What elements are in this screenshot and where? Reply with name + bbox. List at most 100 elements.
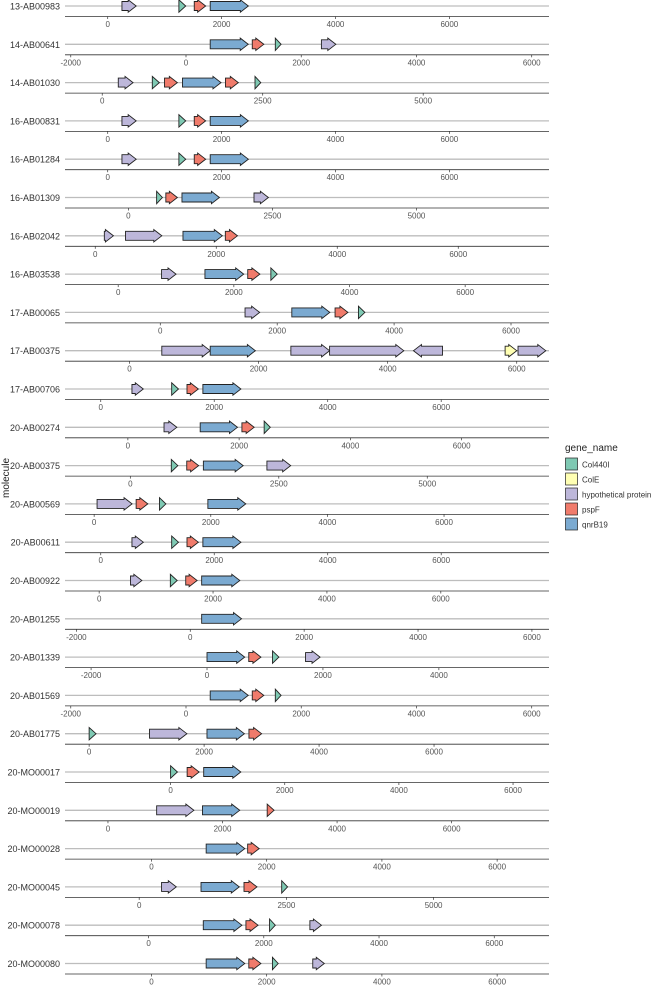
molecule-label: 17-AB00706 <box>10 385 60 395</box>
gene-arrow-qnrb19 <box>200 879 241 895</box>
x-tick-label: 0 <box>97 595 102 604</box>
molecule-row: 20-MO00078 0 2000 4000 6000 <box>7 917 549 948</box>
x-tick-label: 4000 <box>327 135 345 144</box>
x-tick-label: 0 <box>188 633 193 642</box>
gene-arrow-qnrb19 <box>206 726 246 741</box>
molecule-label: 20-MO00078 <box>7 921 60 931</box>
gene-arrow-hypothetical-protein <box>290 343 331 358</box>
gene-arrow-col440i <box>254 75 262 90</box>
gene-arrow-pspf <box>248 956 262 971</box>
x-tick-label: 6000 <box>456 288 474 297</box>
x-tick-label: 4000 <box>318 595 336 604</box>
gene-arrow-pspf <box>248 726 263 741</box>
x-tick-label: 6000 <box>523 58 541 67</box>
x-tick-label: 0 <box>205 671 210 680</box>
molecule-row: 16-AB03538 0 2000 4000 6000 <box>10 266 549 297</box>
x-tick-label: 2000 <box>314 671 332 680</box>
gene-arrow-hypothetical-protein <box>161 343 211 358</box>
x-tick-label: 4000 <box>390 786 408 795</box>
legend-swatch <box>565 517 578 531</box>
x-tick-label: 6000 <box>502 326 520 335</box>
legend-swatch <box>565 472 578 486</box>
x-tick-label: 4000 <box>341 288 359 297</box>
molecule-label: 16-AB01284 <box>10 155 60 165</box>
gene-arrow-col440i <box>271 956 279 971</box>
gene-arrow-qnrb19 <box>202 803 241 818</box>
molecule-row: 20-AB01255 -2000 0 2000 4000 6000 <box>10 611 549 642</box>
gene-arrow-qnrb19 <box>204 266 245 282</box>
legend-label: ColE <box>582 476 599 485</box>
x-tick-label: 4000 <box>328 250 346 259</box>
x-tick-label: 6000 <box>440 173 458 182</box>
x-tick-label: 6000 <box>432 595 450 604</box>
legend-swatch <box>565 457 578 471</box>
x-tick-label: 2000 <box>292 709 310 718</box>
molecule-label: 17-AB00065 <box>10 308 60 318</box>
x-tick-label: 0 <box>149 978 154 987</box>
gene-arrow-qnrb19 <box>206 649 246 665</box>
x-tick-label: 4000 <box>379 365 397 374</box>
molecule-row: 20-MO00045 0 2500 5000 <box>7 879 549 910</box>
gene-arrow-cole <box>504 343 518 358</box>
molecule-label: 20-AB00922 <box>10 576 60 586</box>
gene-arrow-col440i <box>274 36 282 52</box>
legend-title: gene_name <box>565 443 618 454</box>
x-tick-label: 6000 <box>485 939 503 948</box>
x-tick-label: 0 <box>105 20 110 29</box>
x-tick-label: 2000 <box>202 518 220 527</box>
gene-arrow-qnrb19 <box>205 841 246 856</box>
x-tick-label: 4000 <box>319 518 337 527</box>
x-tick-label: 0 <box>168 786 173 795</box>
legend-label: qnrB19 <box>582 521 608 530</box>
x-tick-label: 2500 <box>270 480 288 489</box>
x-tick-label: 2000 <box>205 403 223 412</box>
molecule-label: 20-AB01775 <box>10 729 60 739</box>
x-tick-label: -2000 <box>66 633 87 642</box>
x-tick-label: 5000 <box>425 901 443 910</box>
x-tick-label: 0 <box>126 441 131 450</box>
x-tick-label: 6000 <box>488 863 506 872</box>
molecule-row: 20-AB01775 0 2000 4000 6000 <box>10 726 549 757</box>
x-tick-label: -2000 <box>81 671 102 680</box>
gene-arrow-pspf <box>186 381 200 397</box>
gene-arrow-col440i <box>171 381 180 397</box>
molecule-row: 20-AB00375 0 2500 5000 <box>10 458 549 489</box>
gene-arrow-pspf <box>193 113 207 129</box>
gene-arrow-hypothetical-protein <box>103 228 115 243</box>
molecule-row: 14-AB00641-2000 0 2000 4000 6000 <box>10 36 549 67</box>
x-tick-label: 6000 <box>504 786 522 795</box>
molecule-row: 13-AB00983 0 2000 4000 6000 <box>10 0 549 29</box>
x-tick-label: 0 <box>126 212 131 221</box>
gene-arrow-pspf <box>186 458 200 473</box>
legend-swatch <box>565 487 578 501</box>
molecule-row: 16-AB01284 0 2000 4000 6000 <box>10 151 549 182</box>
x-tick-label: 6000 <box>453 441 471 450</box>
x-tick-label: 0 <box>158 326 163 335</box>
molecule-row: 20-AB00274 0 2000 4000 6000 <box>10 420 549 450</box>
molecule-label: 16-AB03538 <box>10 270 60 280</box>
x-tick-label: 2000 <box>258 863 276 872</box>
legend-item-col440i: Col440I <box>565 457 610 471</box>
molecule-row: 17-AB00706 0 2000 4000 6000 <box>10 381 549 412</box>
molecule-row: 20-MO00017 0 2000 4000 6000 <box>7 764 549 795</box>
gene-arrow-pspf <box>251 37 265 52</box>
molecule-label: 14-AB00641 <box>10 40 60 50</box>
gene-arrow-hypothetical-protein <box>244 305 261 320</box>
gene-arrow-qnrb19 <box>209 343 257 358</box>
legend: gene_name Col440I ColE hypothetical protein… <box>565 443 651 531</box>
gene-arrow-pspf <box>247 841 260 856</box>
molecule-label: 20-AB00611 <box>11 538 60 548</box>
x-tick-label: 4000 <box>385 326 403 335</box>
gene-arrow-pspf <box>185 573 198 588</box>
molecule-label: 16-AB02042 <box>10 231 60 241</box>
x-tick-label: 6000 <box>488 978 506 987</box>
legend-swatch <box>565 502 578 516</box>
gene-arrow-hypothetical-protein <box>121 152 137 167</box>
x-tick-label: 6000 <box>435 518 453 527</box>
x-tick-label: 0 <box>127 365 132 374</box>
molecule-row: 20-AB01569-2000 0 2000 4000 6000 <box>10 688 549 718</box>
molecule-label: 20-AB01569 <box>10 691 60 701</box>
x-tick-label: 6000 <box>508 365 526 374</box>
x-tick-label: 0 <box>149 863 154 872</box>
x-tick-label: 5000 <box>418 480 436 489</box>
